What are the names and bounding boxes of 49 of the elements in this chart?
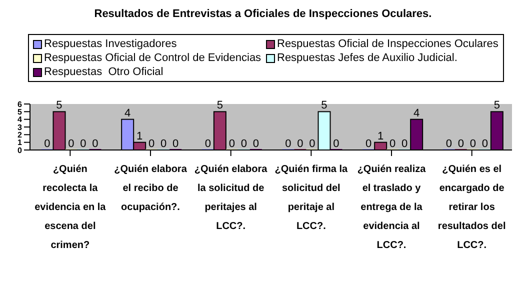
x-tick-label: ¿Quién firma la solicitud del peritaje al LCC?.: [274, 164, 348, 232]
data-label: 4: [124, 107, 131, 120]
legend-label: Respuestas Investigadores: [44, 37, 177, 51]
data-label: 5: [216, 100, 223, 112]
data-label: 4: [414, 107, 420, 120]
y-tick-label: 2: [18, 130, 23, 140]
data-label: 0: [252, 138, 259, 150]
data-label: 0: [240, 138, 247, 150]
y-tick-label: 1: [18, 138, 23, 148]
data-label: 0: [44, 138, 50, 150]
legend-label: Respuestas Oficial de Inspecciones Oculares: [277, 37, 498, 51]
data-label: 0: [204, 138, 211, 150]
y-tick-label: 5: [18, 108, 23, 117]
legend-label: Respuestas Otro Oficial: [44, 65, 164, 79]
data-label: 1: [378, 130, 384, 142]
data-label: 0: [160, 138, 167, 150]
data-label: 5: [56, 100, 62, 112]
x-tick-label: ¿Quién elabora el recibo de ocupación?.: [114, 164, 188, 213]
data-label: 0: [366, 138, 372, 150]
data-label: 0: [309, 138, 316, 150]
data-label: 0: [458, 138, 464, 150]
y-tick-label: 3: [18, 122, 23, 132]
x-tick-label: ¿Quién recolecta la evidencia en la escena del crimen?: [34, 164, 106, 251]
data-label: 0: [148, 138, 155, 150]
y-tick-label: 6: [18, 100, 23, 109]
x-tick-label: ¿Quién es el encargado de retirar los resultados del LCC?.: [438, 164, 506, 251]
data-label: 0: [92, 138, 98, 150]
data-label: 0: [68, 138, 74, 150]
data-label: 0: [446, 138, 452, 150]
data-label: 5: [321, 100, 328, 112]
data-label: 0: [333, 138, 340, 150]
data-label: 0: [172, 138, 179, 150]
data-label: 0: [297, 138, 304, 150]
data-label: 0: [482, 138, 488, 150]
y-tick-label: 0: [18, 146, 23, 155]
x-tick-label: ¿Quién realiza el traslado y entrega de la evidencia al LCC?.: [357, 164, 426, 251]
chart-title: Resultados de Entrevistas a Oficiales de Inspecciones Oculares.: [93, 8, 433, 20]
legend-label: Respuestas Jefes de Auxilio Judicial.: [277, 51, 458, 65]
data-label: 0: [285, 138, 292, 150]
y-tick-label: 4: [18, 115, 23, 124]
data-label: 0: [470, 138, 476, 150]
data-label: 0: [80, 138, 86, 150]
data-label: 5: [494, 100, 500, 112]
data-label: 1: [136, 130, 143, 142]
x-tick-label: ¿Quién elabora la solicitud de peritajes al LCC?.: [194, 164, 268, 232]
data-label: 0: [390, 138, 396, 150]
data-label: 0: [228, 138, 235, 150]
data-label: 0: [402, 138, 408, 150]
legend-label: Respuestas Oficial de Control de Evidencias: [44, 51, 262, 65]
